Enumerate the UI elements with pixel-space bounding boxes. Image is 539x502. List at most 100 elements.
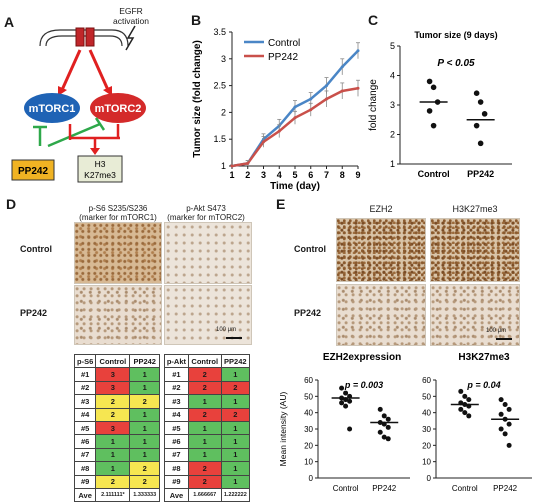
pakt-score-cell: 2 [187, 380, 222, 396]
c-y-axis-label: fold change [368, 79, 379, 131]
d-scale-bar [226, 337, 242, 339]
e2-data-point [506, 442, 512, 448]
panel-label-a: A [4, 14, 15, 30]
h3-label-line2: K27me3 [84, 170, 116, 180]
panel-label-b: B [191, 12, 202, 28]
mtorc2-label: mTORC2 [95, 103, 142, 115]
pakt-sample-id: #6 [164, 434, 189, 449]
d-col1-title: p-S6 S235/S236 (marker for mTORC1) [76, 204, 160, 222]
ps6-score-cell: 1 [129, 407, 160, 422]
ps6-average-cell: 2.111111* [95, 487, 131, 502]
e2-data-point [462, 393, 468, 399]
ps6-score-cell: 2 [129, 474, 160, 489]
pakt-score-cell: 1 [187, 434, 222, 449]
ps6-average-cell: Ave [73, 487, 97, 502]
table-row: #5 3 1 [73, 420, 160, 436]
arrow-to-mtorc2 [88, 49, 110, 91]
b-x-axis-label: Time (day) [270, 181, 320, 192]
ps6-sample-id: #9 [73, 474, 97, 489]
ps6-score-cell: 1 [95, 434, 131, 449]
e2-data-point [506, 406, 512, 412]
e2-y-tick-label: 50 [422, 392, 431, 401]
e1-data-point [339, 385, 345, 391]
b-x-tick-label: 3 [261, 170, 266, 180]
ps6-score-cell: 1 [95, 461, 131, 476]
ps6-score-cell: 1 [129, 380, 160, 396]
pakt-header-1: Control [187, 353, 222, 369]
mtorc1-label: mTORC1 [29, 103, 76, 115]
pakt-average-cell: 1.222222 [220, 487, 251, 502]
chart-e-ezh2-expression: 0 10 20 30 40 50 60 Control PP242 EZH2expression p… [278, 352, 410, 493]
b-series-1-point [325, 97, 328, 101]
d-scale-label: 100 μm [216, 327, 237, 333]
egfr-receptor-left [75, 27, 85, 47]
arrowhead-mtorc2-icon [103, 86, 112, 96]
e2-data-point [498, 411, 504, 417]
inhibit-mtorc2-line [47, 122, 101, 148]
e1-y-tick-label: 0 [309, 474, 314, 483]
e1-data-point [385, 436, 391, 442]
table-row: #8 2 1 [164, 461, 251, 476]
ps6-average-row: Ave 2.111111* 1.333333 [73, 487, 160, 502]
d-col1-title-line2: (marker for mTORC1) [79, 213, 157, 222]
panel-label-e: E [276, 196, 286, 212]
e2-data-point [498, 397, 504, 403]
b-series-1-point [356, 86, 360, 90]
ihc-ezh2-control [336, 218, 426, 282]
e1-y-axis-label: Mean intensity (AU) [278, 392, 288, 467]
e2-data-point [498, 426, 504, 432]
e1-title: EZH2expression [323, 352, 401, 363]
ihc-pakt-control [164, 222, 252, 284]
e1-data-point [377, 406, 383, 412]
b-series-0-point [293, 105, 297, 109]
e2-category-label: Control [452, 484, 478, 493]
e2-category-label: PP242 [493, 484, 518, 493]
d-col2-title-line2: (marker for mTORC2) [167, 213, 245, 222]
ps6-sample-id: #7 [73, 447, 97, 463]
pakt-score-cell: 1 [220, 447, 251, 463]
ps6-sample-id: #6 [73, 434, 97, 449]
arrowhead-h3-icon [90, 148, 100, 155]
h3-label-line1: H3 [95, 159, 106, 169]
ps6-score-cell: 3 [95, 420, 131, 436]
pakt-score-cell: 1 [220, 474, 251, 489]
e1-category-label: PP242 [372, 484, 397, 493]
pakt-sample-id: #2 [164, 380, 189, 396]
pakt-score-cell: 1 [220, 420, 251, 436]
table-row: #9 2 2 [73, 474, 160, 489]
pakt-sample-id: #7 [164, 447, 189, 463]
b-series-1-point [277, 129, 281, 133]
e2-y-tick-label: 60 [422, 376, 431, 385]
c-title: Tumor size (9 days) [414, 30, 497, 40]
ps6-sample-id: #4 [73, 407, 97, 422]
b-x-tick-label: 2 [245, 170, 250, 180]
b-series-1-point [246, 161, 250, 165]
e1-y-tick-label: 30 [304, 425, 313, 434]
c-data-point [477, 140, 484, 147]
pathway-diagram: mTORC1 mTORC2 PP242 H3 K27me3 [11, 25, 146, 183]
ps6-score-cell: 2 [95, 407, 131, 422]
d-col2-title: p-Akt S473 (marker for mTORC2) [164, 204, 248, 222]
c-data-point [430, 122, 437, 129]
b-series-1-point [293, 116, 297, 120]
b-series-1-point [262, 140, 265, 144]
pakt-score-cell: 2 [220, 407, 251, 422]
b-x-tick-label: 4 [277, 170, 282, 180]
ps6-sample-id: #8 [73, 461, 97, 476]
b-series-0-point [340, 65, 344, 69]
ps6-sample-id: #1 [73, 367, 97, 382]
e1-data-point [381, 413, 387, 419]
inhibit-mtorc2-bar [94, 117, 106, 131]
pakt-sample-id: #5 [164, 420, 189, 436]
arrowhead-mtorc1-icon [58, 86, 67, 96]
e1-data-point [343, 403, 349, 409]
ihc-ps6-pp242 [74, 285, 162, 345]
table-row: #3 1 1 [164, 394, 251, 409]
b-y-tick-label: 1.5 [213, 134, 226, 144]
table-ps6-scores: p-S6 Control PP242 #1 3 1 #2 3 1 #3 2 2 #4 2 1 #5 3 1 #6 1 1… [73, 353, 160, 502]
table-row: #9 2 1 [164, 474, 251, 489]
e2-data-point [466, 397, 472, 403]
b-x-tick-label: 8 [340, 170, 345, 180]
e2-data-point [458, 388, 464, 394]
